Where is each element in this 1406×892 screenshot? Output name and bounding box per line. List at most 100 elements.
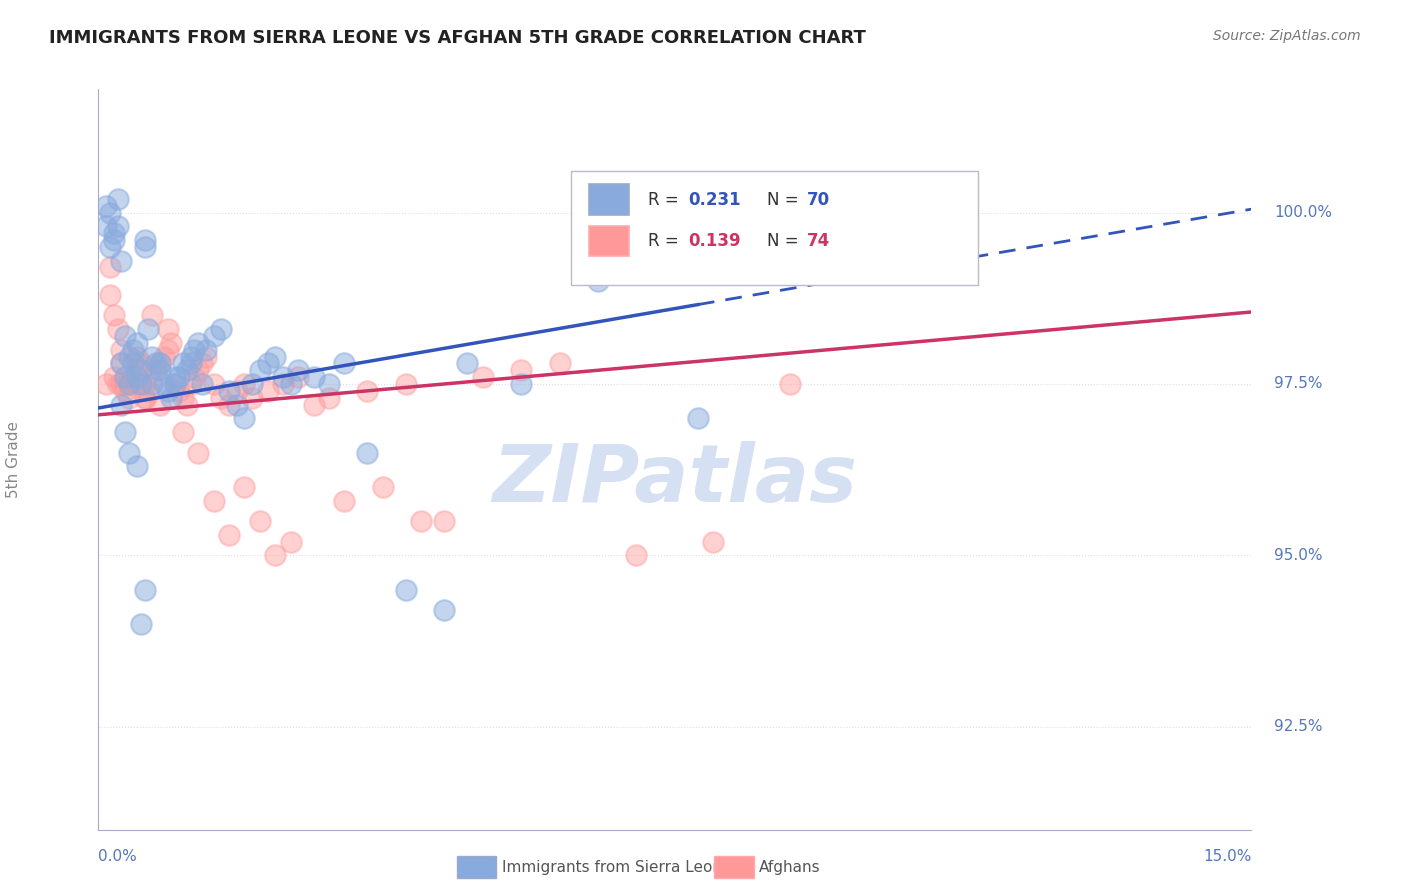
Point — [103, 233, 125, 247]
Point — [183, 370, 205, 384]
Point — [129, 363, 152, 377]
Point — [195, 343, 218, 357]
Point — [280, 376, 302, 391]
Point — [118, 376, 141, 391]
Point — [356, 384, 378, 398]
Point — [249, 363, 271, 377]
Point — [134, 233, 156, 247]
Point — [122, 370, 145, 384]
Text: 5th Grade: 5th Grade — [7, 421, 21, 498]
FancyBboxPatch shape — [589, 226, 628, 256]
Point — [103, 226, 125, 240]
Point — [371, 480, 394, 494]
Point — [125, 370, 148, 384]
Point — [110, 376, 132, 391]
Text: 92.5%: 92.5% — [1274, 719, 1323, 734]
Point — [180, 356, 202, 370]
Point — [122, 356, 145, 370]
Point — [141, 309, 163, 323]
Point — [107, 192, 129, 206]
Point — [152, 350, 174, 364]
Point — [172, 356, 194, 370]
Point — [271, 376, 294, 391]
Text: 97.5%: 97.5% — [1274, 376, 1323, 392]
Point — [202, 376, 225, 391]
Point — [433, 603, 456, 617]
Point — [149, 356, 172, 370]
Text: Afghans: Afghans — [759, 860, 821, 874]
Point — [125, 335, 148, 350]
Point — [165, 370, 187, 384]
Point — [218, 528, 240, 542]
Point — [160, 391, 183, 405]
Point — [165, 376, 187, 391]
Point — [172, 391, 194, 405]
Point — [395, 582, 418, 597]
Point — [114, 329, 136, 343]
Point — [333, 356, 356, 370]
Point — [176, 398, 198, 412]
Point — [98, 240, 121, 254]
Point — [333, 493, 356, 508]
Point — [103, 370, 125, 384]
Point — [94, 376, 117, 391]
Point — [138, 384, 160, 398]
Point — [356, 445, 378, 459]
Point — [134, 376, 156, 391]
Point — [156, 322, 179, 336]
Point — [271, 370, 294, 384]
Point — [225, 398, 247, 412]
Point — [138, 322, 160, 336]
Point — [191, 356, 214, 370]
Point — [98, 288, 121, 302]
Point — [129, 616, 152, 631]
Point — [129, 356, 152, 370]
Point — [110, 356, 132, 370]
Point — [134, 240, 156, 254]
Point — [98, 260, 121, 275]
Point — [240, 376, 263, 391]
Point — [202, 329, 225, 343]
Point — [287, 370, 309, 384]
Point — [107, 322, 129, 336]
Text: 0.0%: 0.0% — [98, 849, 138, 863]
Point — [118, 391, 141, 405]
Text: 100.0%: 100.0% — [1274, 205, 1333, 220]
Point — [125, 356, 148, 370]
Point — [280, 534, 302, 549]
Point — [191, 376, 214, 391]
Point — [510, 363, 533, 377]
Point — [233, 411, 256, 425]
Point — [187, 363, 209, 377]
Point — [187, 335, 209, 350]
Point — [118, 376, 141, 391]
Point — [287, 363, 309, 377]
Point — [702, 534, 724, 549]
Point — [218, 398, 240, 412]
Point — [395, 376, 418, 391]
Point — [172, 425, 194, 439]
Point — [176, 363, 198, 377]
Point — [318, 376, 340, 391]
Point — [107, 219, 129, 234]
Text: 95.0%: 95.0% — [1274, 548, 1323, 563]
Text: R =: R = — [648, 191, 683, 209]
Point — [114, 376, 136, 391]
Point — [264, 549, 287, 563]
Point — [125, 459, 148, 474]
Point — [209, 322, 232, 336]
Point — [156, 384, 179, 398]
Point — [141, 350, 163, 364]
Point — [510, 376, 533, 391]
Point — [165, 376, 187, 391]
Point — [411, 514, 433, 528]
Text: 70: 70 — [807, 191, 830, 209]
Point — [118, 350, 141, 364]
Point — [167, 384, 190, 398]
Point — [129, 376, 152, 391]
Point — [125, 363, 148, 377]
Point — [122, 343, 145, 357]
Point — [456, 356, 478, 370]
FancyBboxPatch shape — [571, 171, 979, 285]
Point — [114, 384, 136, 398]
